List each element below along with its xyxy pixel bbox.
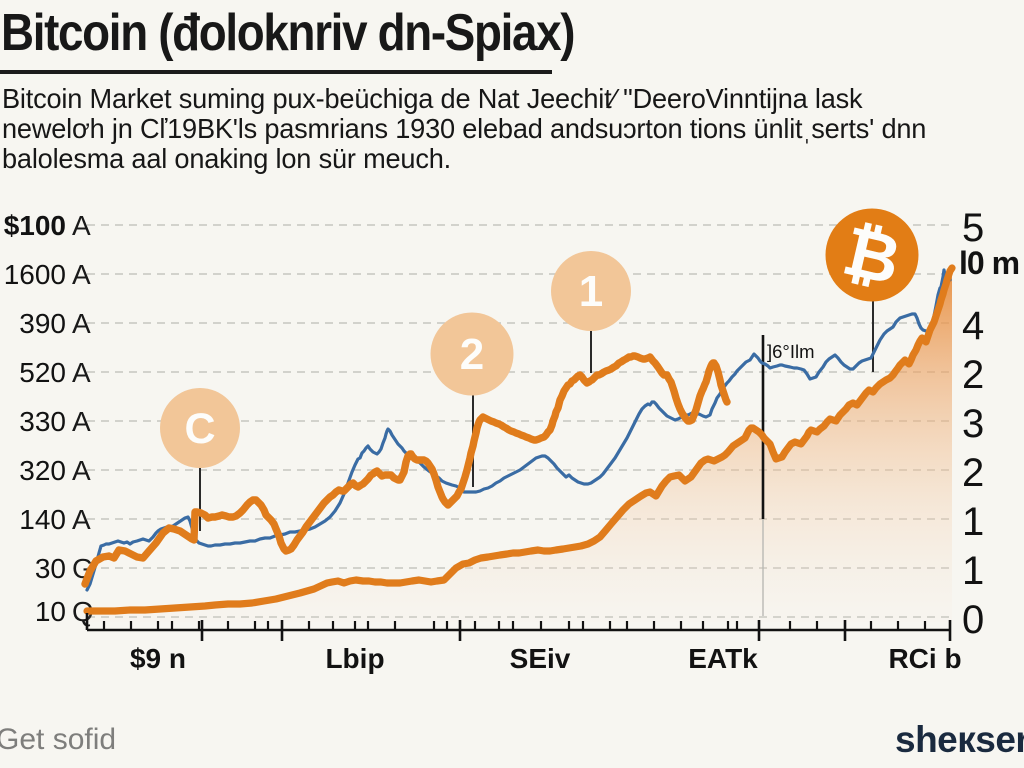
svg-text:390: 390 [19,308,66,339]
svg-text:$9 n: $9 n [130,643,186,674]
svg-text:A: A [72,210,91,241]
svg-text:EATk: EATk [688,643,758,674]
svg-text:A: A [72,357,91,388]
svg-text:A: A [72,504,91,535]
svg-text:1: 1 [962,500,984,544]
svg-text:$100: $100 [4,210,66,241]
svg-text:A: A [72,455,91,486]
svg-text:]6°Ilm: ]6°Ilm [767,341,815,362]
svg-text:330: 330 [19,406,66,437]
svg-text:A: A [72,406,91,437]
svg-text:3: 3 [962,402,984,446]
svg-text:140: 140 [19,504,66,535]
svg-text:1600: 1600 [4,259,66,290]
svg-text:4: 4 [962,304,984,348]
svg-text:Lbip: Lbip [325,643,384,674]
svg-text:320: 320 [19,455,66,486]
svg-text:C: C [184,405,215,453]
svg-text:2: 2 [962,353,984,397]
svg-text:1: 1 [962,549,984,593]
svg-text:RCi b: RCi b [888,643,961,674]
svg-text:2: 2 [460,330,484,379]
svg-text:1: 1 [579,267,603,316]
svg-text:A: A [72,308,91,339]
svg-text:5: 5 [962,206,984,250]
svg-text:A: A [72,259,91,290]
svg-text:10: 10 [35,596,66,627]
svg-text:2: 2 [962,451,984,495]
svg-text:l0 m: l0 m [959,245,1019,281]
svg-text:SEiv: SEiv [510,643,571,674]
svg-text:520: 520 [19,357,66,388]
svg-text:0: 0 [962,598,984,642]
svg-text:30: 30 [35,553,66,584]
